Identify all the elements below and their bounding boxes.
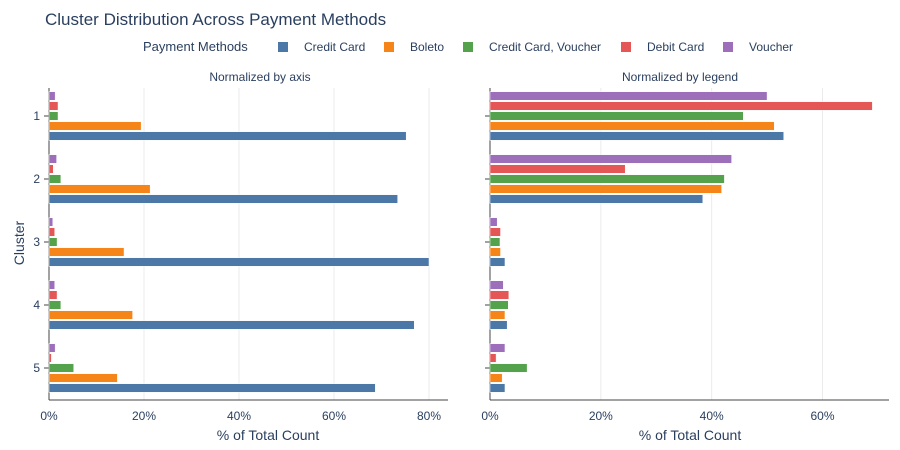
x-tick-label: 20%	[132, 409, 156, 423]
bar-boleto-cluster-3[interactable]	[48, 247, 125, 257]
bar-debit-card-cluster-4[interactable]	[48, 290, 58, 300]
bar-boleto-cluster-2[interactable]	[48, 184, 151, 194]
x-tick-label: 0%	[40, 409, 58, 423]
legend-swatch-voucher[interactable]	[723, 42, 733, 52]
bar-voucher-cluster-1[interactable]	[489, 91, 768, 101]
legend-swatch-credit-card[interactable]	[278, 42, 288, 52]
bar-voucher-cluster-3[interactable]	[48, 217, 54, 227]
y-tick-label-4: 4	[33, 298, 40, 312]
bar-boleto-cluster-3[interactable]	[489, 247, 501, 257]
bar-credit-card-voucher-cluster-5[interactable]	[48, 363, 74, 373]
bar-credit-card-voucher-cluster-2[interactable]	[48, 174, 62, 184]
bar-debit-card-cluster-2[interactable]	[489, 164, 626, 174]
legend: Payment Methods Credit Card Boleto Credit …	[143, 39, 793, 54]
legend-title: Payment Methods	[143, 39, 248, 54]
right-subplot-title: Normalized by legend	[622, 70, 738, 84]
bar-credit-card-cluster-2[interactable]	[48, 194, 398, 204]
bar-voucher-cluster-3[interactable]	[489, 217, 498, 227]
bar-voucher-cluster-2[interactable]	[48, 154, 57, 164]
subplot-2: 0% 20% 40% 60%	[481, 88, 889, 423]
bar-credit-card-cluster-1[interactable]	[48, 131, 407, 141]
x-tick-label: 40%	[227, 409, 251, 423]
legend-label-credit-card[interactable]: Credit Card	[304, 40, 365, 54]
legend-label-voucher[interactable]: Voucher	[749, 40, 793, 54]
bar-debit-card-cluster-1[interactable]	[48, 101, 59, 111]
bar-debit-card-cluster-5[interactable]	[48, 353, 52, 363]
bar-debit-card-cluster-3[interactable]	[489, 227, 501, 237]
bar-credit-card-voucher-cluster-1[interactable]	[48, 111, 59, 121]
right-x-axis-title: % of Total Count	[639, 427, 742, 443]
bar-voucher-cluster-5[interactable]	[48, 343, 56, 353]
legend-label-boleto[interactable]: Boleto	[410, 40, 444, 54]
legend-label-debit-card[interactable]: Debit Card	[647, 40, 704, 54]
x-tick-label: 80%	[417, 409, 441, 423]
bar-credit-card-voucher-cluster-4[interactable]	[489, 300, 509, 310]
x-tick-label: 0%	[481, 409, 499, 423]
bar-voucher-cluster-2[interactable]	[489, 154, 732, 164]
x-tick-label: 40%	[700, 409, 724, 423]
bar-voucher-cluster-4[interactable]	[48, 280, 55, 290]
y-tick-label-1: 1	[33, 109, 40, 123]
bar-debit-card-cluster-5[interactable]	[489, 353, 497, 363]
bar-credit-card-voucher-cluster-5[interactable]	[489, 363, 528, 373]
x-tick-label: 60%	[322, 409, 346, 423]
bar-credit-card-cluster-5[interactable]	[48, 383, 376, 393]
bar-boleto-cluster-4[interactable]	[48, 310, 133, 320]
legend-label-credit-card-voucher[interactable]: Credit Card, Voucher	[489, 40, 601, 54]
bar-credit-card-cluster-1[interactable]	[489, 131, 784, 141]
bar-boleto-cluster-5[interactable]	[48, 373, 118, 383]
legend-swatch-debit-card[interactable]	[621, 42, 631, 52]
y-axis-title: Cluster	[11, 220, 27, 265]
bar-credit-card-voucher-cluster-2[interactable]	[489, 174, 725, 184]
bar-boleto-cluster-1[interactable]	[48, 121, 142, 131]
bar-credit-card-voucher-cluster-1[interactable]	[489, 111, 744, 121]
bar-boleto-cluster-4[interactable]	[489, 310, 506, 320]
bar-debit-card-cluster-1[interactable]	[489, 101, 873, 111]
chart-title: Cluster Distribution Across Payment Meth…	[45, 10, 386, 29]
bar-voucher-cluster-1[interactable]	[48, 91, 56, 101]
bar-debit-card-cluster-3[interactable]	[48, 227, 55, 237]
y-tick-label-2: 2	[33, 172, 40, 186]
bar-credit-card-cluster-3[interactable]	[489, 257, 506, 267]
bar-credit-card-cluster-3[interactable]	[48, 257, 430, 267]
bar-boleto-cluster-1[interactable]	[489, 121, 775, 131]
bar-credit-card-cluster-2[interactable]	[489, 194, 704, 204]
bar-boleto-cluster-2[interactable]	[489, 184, 722, 194]
x-tick-label: 20%	[589, 409, 613, 423]
legend-swatch-credit-card-voucher[interactable]	[463, 42, 473, 52]
y-tick-label-3: 3	[33, 235, 40, 249]
x-tick-label: 60%	[810, 409, 834, 423]
bar-voucher-cluster-4[interactable]	[489, 280, 504, 290]
bar-credit-card-voucher-cluster-3[interactable]	[489, 237, 501, 247]
legend-swatch-boleto[interactable]	[384, 42, 394, 52]
bar-boleto-cluster-5[interactable]	[489, 373, 503, 383]
left-x-axis-title: % of Total Count	[217, 427, 320, 443]
bar-credit-card-cluster-5[interactable]	[489, 383, 506, 393]
bar-debit-card-cluster-2[interactable]	[48, 164, 54, 174]
left-subplot-title: Normalized by axis	[209, 70, 310, 84]
y-tick-label-5: 5	[33, 361, 40, 375]
subplot-1: 0% 20% 40% 60% 80% 1 2 3 4 5	[33, 88, 448, 423]
bar-voucher-cluster-5[interactable]	[489, 343, 506, 353]
bar-credit-card-cluster-4[interactable]	[48, 320, 415, 330]
bar-credit-card-cluster-4[interactable]	[489, 320, 508, 330]
bar-credit-card-voucher-cluster-4[interactable]	[48, 300, 62, 310]
bar-credit-card-voucher-cluster-3[interactable]	[48, 237, 58, 247]
bar-debit-card-cluster-4[interactable]	[489, 290, 510, 300]
